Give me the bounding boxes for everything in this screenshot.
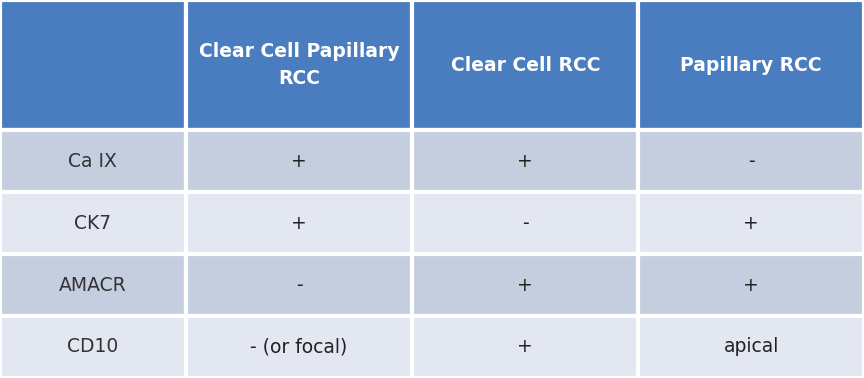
- Text: AMACR: AMACR: [59, 276, 127, 294]
- FancyBboxPatch shape: [186, 0, 412, 130]
- Text: CD10: CD10: [67, 338, 118, 356]
- FancyBboxPatch shape: [0, 316, 186, 378]
- Text: +: +: [743, 276, 759, 294]
- FancyBboxPatch shape: [638, 316, 864, 378]
- FancyBboxPatch shape: [638, 192, 864, 254]
- FancyBboxPatch shape: [412, 192, 638, 254]
- FancyBboxPatch shape: [638, 130, 864, 192]
- FancyBboxPatch shape: [186, 130, 412, 192]
- FancyBboxPatch shape: [186, 316, 412, 378]
- Text: -: -: [295, 276, 302, 294]
- FancyBboxPatch shape: [186, 192, 412, 254]
- Text: CK7: CK7: [74, 214, 111, 233]
- FancyBboxPatch shape: [0, 130, 186, 192]
- Text: +: +: [743, 214, 759, 233]
- FancyBboxPatch shape: [412, 254, 638, 316]
- Text: Ca IX: Ca IX: [68, 152, 118, 171]
- FancyBboxPatch shape: [0, 192, 186, 254]
- Text: apical: apical: [723, 338, 779, 356]
- Text: Papillary RCC: Papillary RCC: [681, 56, 822, 75]
- FancyBboxPatch shape: [412, 316, 638, 378]
- Text: +: +: [518, 276, 533, 294]
- FancyBboxPatch shape: [0, 254, 186, 316]
- Text: -: -: [748, 152, 754, 171]
- FancyBboxPatch shape: [412, 130, 638, 192]
- FancyBboxPatch shape: [0, 0, 186, 130]
- Text: Clear Cell RCC: Clear Cell RCC: [450, 56, 600, 75]
- Text: -: -: [522, 214, 529, 233]
- Text: +: +: [518, 152, 533, 171]
- Text: +: +: [291, 152, 307, 171]
- Text: - (or focal): - (or focal): [251, 338, 347, 356]
- FancyBboxPatch shape: [186, 254, 412, 316]
- FancyBboxPatch shape: [412, 0, 638, 130]
- Text: +: +: [518, 338, 533, 356]
- Text: +: +: [291, 214, 307, 233]
- FancyBboxPatch shape: [638, 254, 864, 316]
- Text: Clear Cell Papillary
RCC: Clear Cell Papillary RCC: [199, 42, 399, 88]
- FancyBboxPatch shape: [638, 0, 864, 130]
